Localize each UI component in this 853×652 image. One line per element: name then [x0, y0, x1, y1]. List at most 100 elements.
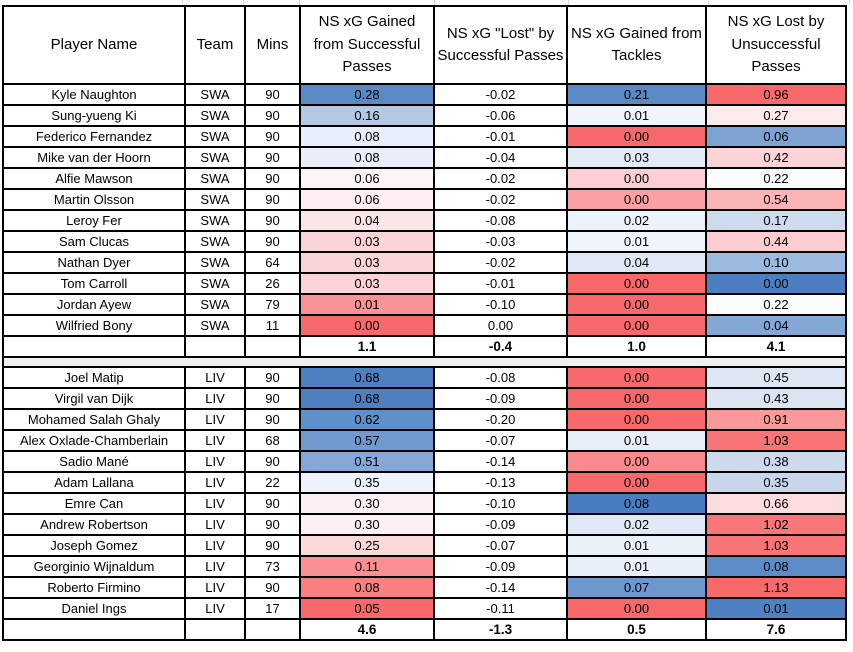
totals-value-cell: 0.5	[566, 618, 707, 641]
nsxg-lost-unsuccessful-passes-cell: 1.03	[705, 534, 847, 557]
nsxg-lost-successful-passes-cell: -0.06	[433, 104, 568, 127]
nsxg-gained-tackles-cell: 0.03	[566, 146, 707, 169]
totals-empty-cell	[2, 335, 186, 358]
nsxg-lost-successful-passes-cell: -0.14	[433, 450, 568, 473]
totals-value-cell: -0.4	[433, 335, 568, 358]
col-header-team: Team	[184, 5, 246, 85]
nsxg-lost-unsuccessful-passes-cell: 0.06	[705, 125, 847, 148]
player-name-cell: Mohamed Salah Ghaly	[2, 408, 186, 431]
mins-cell: 90	[244, 188, 301, 211]
nsxg-gained-passes-cell: 0.00	[299, 314, 435, 337]
nsxg-gained-tackles-cell: 0.00	[566, 597, 707, 620]
mins-cell: 90	[244, 146, 301, 169]
nsxg-gained-tackles-cell: 0.00	[566, 314, 707, 337]
mins-cell: 90	[244, 209, 301, 232]
nsxg-gained-passes-cell: 0.03	[299, 251, 435, 274]
nsxg-gained-passes-cell: 0.16	[299, 104, 435, 127]
player-ns-xg-table: Player Name Team Mins NS xG Gained from …	[2, 5, 847, 641]
nsxg-gained-tackles-cell: 0.00	[566, 387, 707, 410]
nsxg-lost-unsuccessful-passes-cell: 0.45	[705, 366, 847, 389]
mins-cell: 90	[244, 534, 301, 557]
col-header-mins: Mins	[244, 5, 301, 85]
mins-cell: 22	[244, 471, 301, 494]
mins-cell: 90	[244, 450, 301, 473]
mins-cell: 90	[244, 366, 301, 389]
player-name-cell: Adam Lallana	[2, 471, 186, 494]
player-row: Jordan Ayew SWA 79 0.01 -0.10 0.00 0.22	[2, 293, 847, 316]
nsxg-gained-tackles-cell: 0.00	[566, 272, 707, 295]
totals-empty-cell	[244, 335, 301, 358]
totals-value-cell: 4.1	[705, 335, 847, 358]
nsxg-lost-unsuccessful-passes-cell: 0.38	[705, 450, 847, 473]
nsxg-lost-successful-passes-cell: -0.07	[433, 534, 568, 557]
nsxg-gained-tackles-cell: 0.00	[566, 450, 707, 473]
mins-cell: 90	[244, 104, 301, 127]
player-row: Alfie Mawson SWA 90 0.06 -0.02 0.00 0.22	[2, 167, 847, 190]
nsxg-gained-passes-cell: 0.35	[299, 471, 435, 494]
nsxg-gained-tackles-cell: 0.21	[566, 83, 707, 106]
nsxg-lost-successful-passes-cell: -0.01	[433, 272, 568, 295]
nsxg-lost-successful-passes-cell: -0.08	[433, 366, 568, 389]
col-header-nsxg-gained-tackles: NS xG Gained from Tackles	[566, 5, 707, 85]
player-row: Joseph Gomez LIV 90 0.25 -0.07 0.01 1.03	[2, 534, 847, 557]
totals-value-cell: 7.6	[705, 618, 847, 641]
mins-cell: 90	[244, 387, 301, 410]
nsxg-lost-unsuccessful-passes-cell: 0.35	[705, 471, 847, 494]
player-name-cell: Joseph Gomez	[2, 534, 186, 557]
team-cell: LIV	[184, 492, 246, 515]
nsxg-lost-successful-passes-cell: -0.07	[433, 429, 568, 452]
team-cell: LIV	[184, 555, 246, 578]
nsxg-lost-unsuccessful-passes-cell: 0.27	[705, 104, 847, 127]
player-name-cell: Andrew Robertson	[2, 513, 186, 536]
player-name-cell: Alfie Mawson	[2, 167, 186, 190]
nsxg-gained-tackles-cell: 0.04	[566, 251, 707, 274]
totals-empty-cell	[184, 618, 246, 641]
player-name-cell: Leroy Fer	[2, 209, 186, 232]
nsxg-gained-passes-cell: 0.51	[299, 450, 435, 473]
team-cell: SWA	[184, 125, 246, 148]
nsxg-lost-unsuccessful-passes-cell: 0.91	[705, 408, 847, 431]
totals-empty-cell	[184, 335, 246, 358]
mins-cell: 11	[244, 314, 301, 337]
nsxg-gained-tackles-cell: 0.07	[566, 576, 707, 599]
player-row: Daniel Ings LIV 17 0.05 -0.11 0.00 0.01	[2, 597, 847, 620]
nsxg-lost-successful-passes-cell: -0.08	[433, 209, 568, 232]
col-header-nsxg-lost-unsuccessful-passes: NS xG Lost by Unsuccessful Passes	[705, 5, 847, 85]
team-cell: LIV	[184, 429, 246, 452]
team-cell: SWA	[184, 188, 246, 211]
nsxg-lost-successful-passes-cell: -0.09	[433, 387, 568, 410]
team-cell: SWA	[184, 146, 246, 169]
nsxg-lost-unsuccessful-passes-cell: 0.42	[705, 146, 847, 169]
nsxg-lost-successful-passes-cell: -0.20	[433, 408, 568, 431]
team-cell: SWA	[184, 104, 246, 127]
nsxg-lost-successful-passes-cell: -0.10	[433, 492, 568, 515]
nsxg-gained-tackles-cell: 0.01	[566, 230, 707, 253]
team-block-separator	[2, 356, 847, 368]
player-row: Tom Carroll SWA 26 0.03 -0.01 0.00 0.00	[2, 272, 847, 295]
nsxg-lost-unsuccessful-passes-cell: 0.17	[705, 209, 847, 232]
nsxg-gained-passes-cell: 0.03	[299, 272, 435, 295]
team-cell: SWA	[184, 314, 246, 337]
team-cell: SWA	[184, 293, 246, 316]
team-cell: SWA	[184, 251, 246, 274]
nsxg-gained-tackles-cell: 0.00	[566, 125, 707, 148]
player-row: Sung-yueng Ki SWA 90 0.16 -0.06 0.01 0.27	[2, 104, 847, 127]
col-header-nsxg-gained-passes: NS xG Gained from Successful Passes	[299, 5, 435, 85]
player-row: Sam Clucas SWA 90 0.03 -0.03 0.01 0.44	[2, 230, 847, 253]
player-name-cell: Sadio Mané	[2, 450, 186, 473]
mins-cell: 90	[244, 125, 301, 148]
nsxg-gained-passes-cell: 0.08	[299, 125, 435, 148]
nsxg-gained-tackles-cell: 0.08	[566, 492, 707, 515]
nsxg-gained-tackles-cell: 0.01	[566, 534, 707, 557]
player-name-cell: Joel Matip	[2, 366, 186, 389]
mins-cell: 90	[244, 408, 301, 431]
player-name-cell: Emre Can	[2, 492, 186, 515]
totals-row: 4.6 -1.3 0.5 7.6	[2, 618, 847, 641]
team-cell: SWA	[184, 209, 246, 232]
player-name-cell: Sam Clucas	[2, 230, 186, 253]
player-row: Roberto Firmino LIV 90 0.08 -0.14 0.07 1.13	[2, 576, 847, 599]
nsxg-lost-successful-passes-cell: -0.11	[433, 597, 568, 620]
nsxg-gained-passes-cell: 0.01	[299, 293, 435, 316]
player-row: Sadio Mané LIV 90 0.51 -0.14 0.00 0.38	[2, 450, 847, 473]
